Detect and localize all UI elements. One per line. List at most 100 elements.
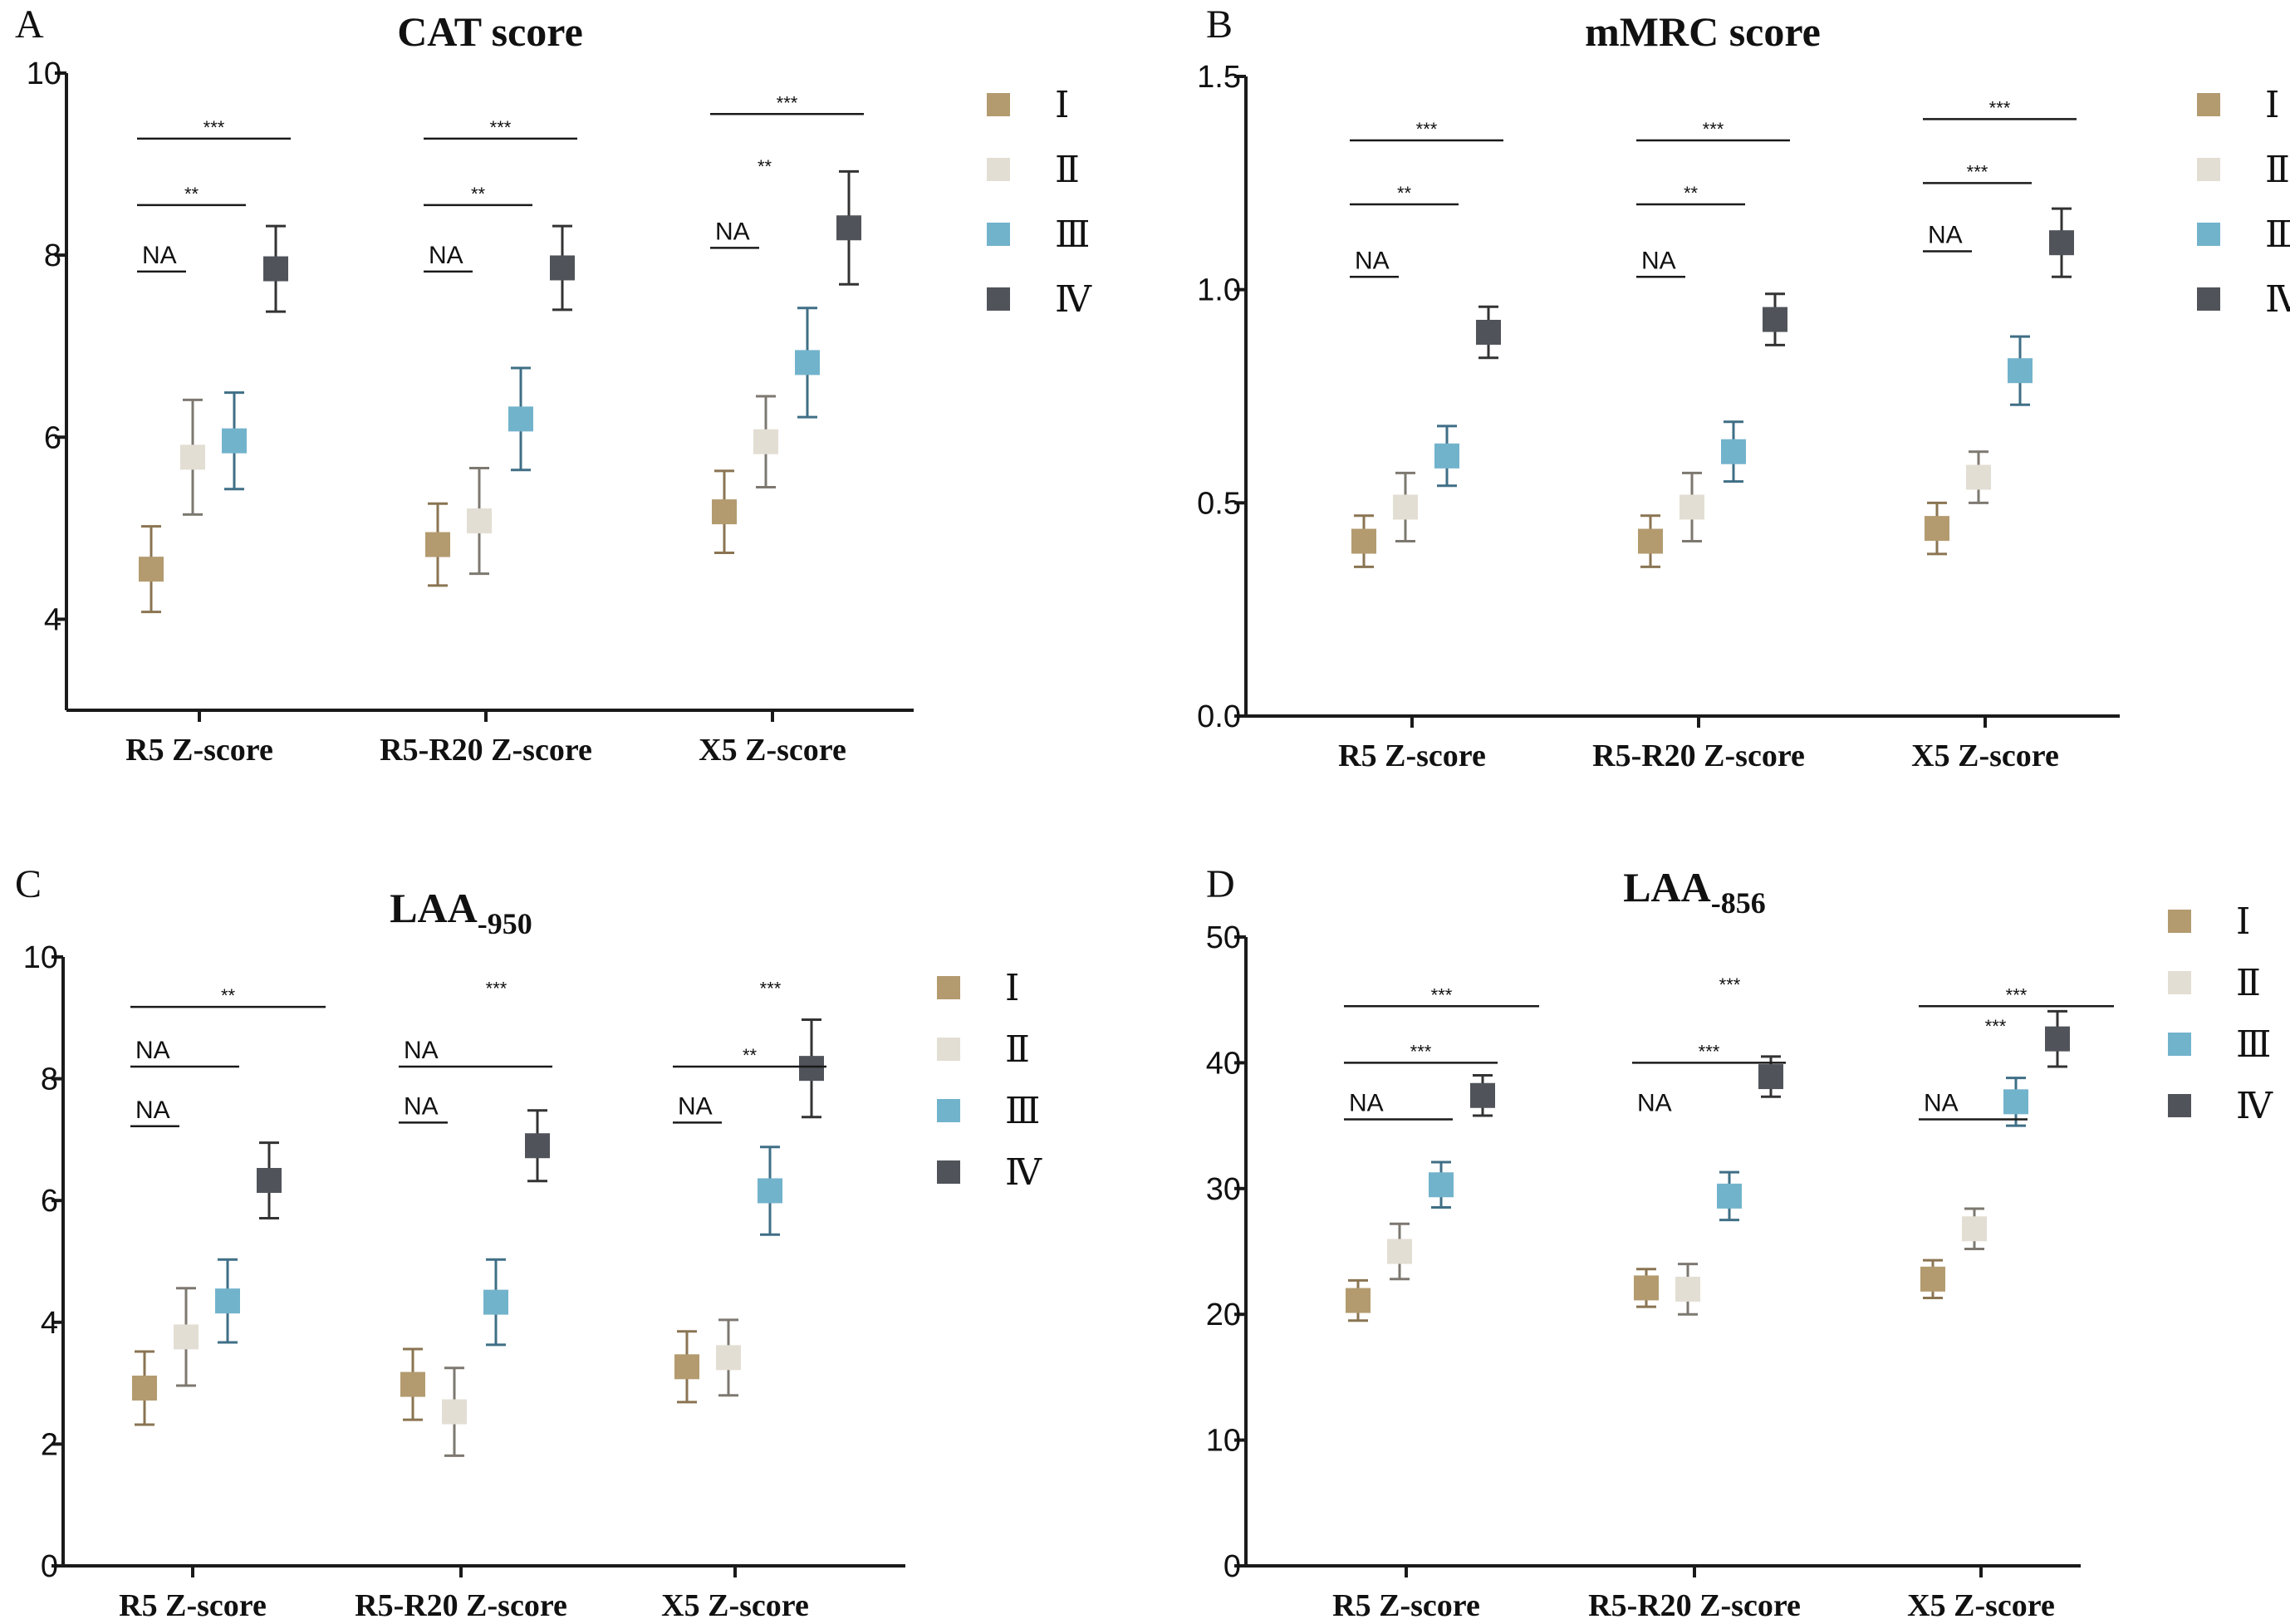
significance-label: *** <box>1699 1041 1720 1062</box>
legend-label: Ⅱ <box>1055 150 1080 190</box>
x-tick-label: X5 Z-score <box>661 1588 809 1623</box>
data-point-ii <box>716 1345 741 1371</box>
x-tick-label: X5 Z-score <box>1911 738 2059 773</box>
legend-label: Ⅲ <box>1005 1091 1040 1131</box>
significance-label: *** <box>2006 984 2028 1005</box>
panel-title: CAT score <box>397 8 583 55</box>
data-point-iii <box>2008 358 2033 384</box>
data-point-iii <box>795 350 820 375</box>
significance-label: NA <box>135 1037 170 1064</box>
y-tick-label: 4 <box>44 602 61 637</box>
data-point-iv <box>1763 307 1787 332</box>
data-point-ii <box>1679 494 1704 520</box>
legend-swatch-i <box>937 976 960 999</box>
significance-label: ** <box>471 184 486 204</box>
legend-swatch-iii <box>937 1099 960 1122</box>
legend-swatch-iv <box>987 287 1010 311</box>
data-point-i <box>400 1371 425 1397</box>
significance-label: *** <box>204 117 225 138</box>
data-point-iv <box>2045 1026 2070 1052</box>
y-tick-label: 30 <box>1206 1172 1241 1207</box>
data-point-i <box>1351 528 1376 554</box>
legend-swatch-ii <box>2168 971 2191 994</box>
significance-label: NA <box>142 242 177 269</box>
y-tick-label: 10 <box>1206 1424 1241 1459</box>
data-point-ii <box>1387 1239 1412 1264</box>
significance-label: *** <box>1410 1041 1432 1062</box>
y-tick-label: 20 <box>1206 1298 1241 1332</box>
y-tick-label: 1.5 <box>1197 60 1241 95</box>
x-tick-label: X5 Z-score <box>699 733 846 768</box>
legend-label: Ⅱ <box>2236 963 2261 1003</box>
significance-label: NA <box>1641 247 1676 274</box>
significance-label: *** <box>1703 119 1724 140</box>
data-point-iii <box>508 406 533 432</box>
data-point-i <box>674 1354 699 1380</box>
data-point-iv <box>1476 320 1501 345</box>
legend-label: Ⅰ <box>1005 968 1019 1008</box>
panel-letter: D <box>1206 862 1235 906</box>
x-tick-label: R5-R20 Z-score <box>380 733 592 768</box>
legend-label: Ⅰ <box>2265 85 2279 125</box>
significance-label: *** <box>1719 974 1741 995</box>
legend-label: Ⅲ <box>2265 214 2290 255</box>
significance-label: *** <box>1416 119 1438 140</box>
legend-label: Ⅰ <box>1055 85 1069 125</box>
data-point-iii <box>215 1288 240 1314</box>
y-tick-label: 6 <box>44 420 61 455</box>
legend-label: Ⅰ <box>2236 901 2250 942</box>
data-point-i <box>1634 1275 1659 1301</box>
y-tick-label: 0 <box>41 1549 58 1584</box>
y-tick-label: 1.0 <box>1197 273 1241 308</box>
panel-letter: B <box>1206 2 1233 47</box>
panel-title-subscript: -856 <box>1711 886 1766 920</box>
significance-label: NA <box>1355 247 1390 274</box>
y-tick-label: 0.0 <box>1197 699 1241 734</box>
x-tick-label: X5 Z-score <box>1907 1588 2055 1623</box>
data-point-ii <box>1675 1276 1700 1302</box>
data-point-iv <box>550 255 575 281</box>
legend-label: Ⅳ <box>1055 279 1092 320</box>
y-tick-label: 10 <box>23 940 58 975</box>
panel-title-subscript: -950 <box>478 907 532 940</box>
significance-label: NA <box>429 242 463 269</box>
legend-swatch-iii <box>987 223 1010 246</box>
data-point-iv <box>1470 1082 1495 1108</box>
y-tick-label: 4 <box>41 1306 58 1341</box>
panel-letter: C <box>15 862 42 906</box>
legend-swatch-iii <box>2197 223 2220 246</box>
data-point-ii <box>1966 464 1991 490</box>
panel-a: A CAT score 4 6 8 10 R5 Z-score R5-R20 Z-score X… <box>15 2 1092 768</box>
significance-label: NA <box>135 1097 170 1124</box>
data-point-iv <box>1758 1064 1783 1090</box>
legend-swatch-iv <box>2197 287 2220 311</box>
data-point-ii <box>442 1399 467 1425</box>
significance-label: NA <box>404 1092 439 1120</box>
legend-label: Ⅳ <box>2236 1086 2273 1126</box>
data-point-iii <box>483 1289 508 1315</box>
data-point-i <box>425 532 450 557</box>
data-point-i <box>1346 1288 1371 1313</box>
data-point-i <box>1638 528 1663 554</box>
significance-label: NA <box>678 1092 713 1120</box>
data-point-iii <box>1434 443 1459 469</box>
data-point-ii <box>753 429 778 454</box>
legend-swatch-ii <box>987 158 1010 181</box>
significance-label: NA <box>1924 1090 1959 1117</box>
significance-label: ** <box>1397 183 1412 204</box>
legend-swatch-iv <box>2168 1094 2191 1117</box>
x-tick-label: R5-R20 Z-score <box>1592 738 1805 773</box>
data-point-ii <box>1962 1216 1987 1242</box>
y-tick-label: 6 <box>41 1184 58 1219</box>
legend-swatch-iv <box>937 1160 960 1184</box>
legend-label: Ⅲ <box>1055 214 1090 255</box>
legend-swatch-iii <box>2168 1033 2191 1056</box>
significance-label: *** <box>760 978 782 998</box>
significance-label: *** <box>1967 161 1988 182</box>
data-point-iv <box>263 256 288 282</box>
y-tick-label: 40 <box>1206 1046 1241 1081</box>
legend-label: Ⅱ <box>1005 1029 1030 1070</box>
panel-title: mMRC score <box>1585 8 1821 55</box>
